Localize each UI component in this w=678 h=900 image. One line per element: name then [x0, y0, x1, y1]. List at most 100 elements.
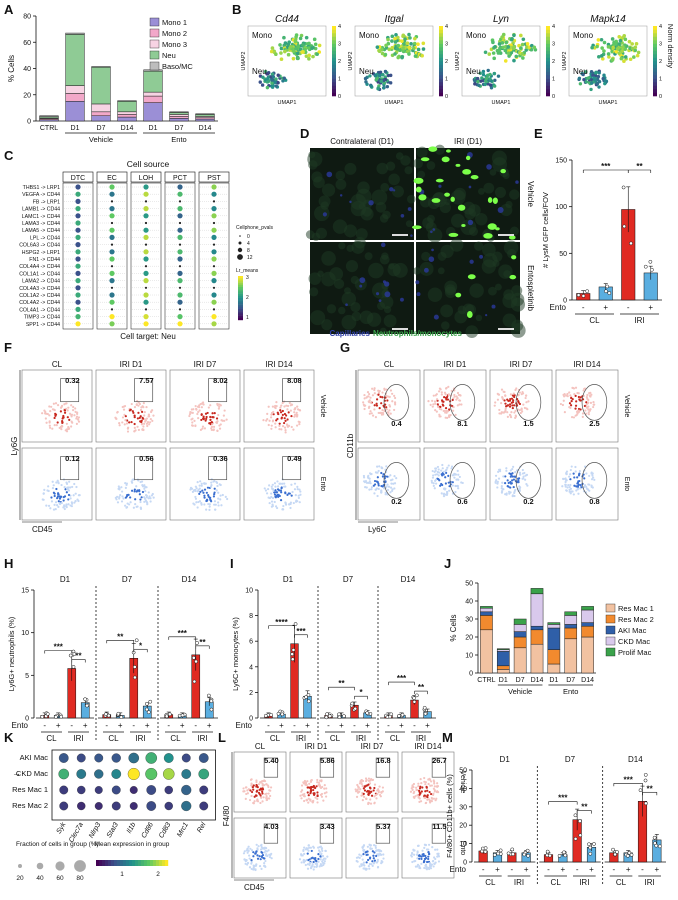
panel-l-flow-event	[268, 789, 271, 792]
panel-l-flow-event	[247, 845, 250, 848]
panel-g-flow-event	[442, 495, 446, 498]
panel-f-flow-event	[121, 490, 124, 493]
umap-mono-label: Mono	[466, 31, 487, 40]
dotplot-dot	[143, 206, 149, 212]
panel-g-flow-event	[373, 492, 376, 495]
micrograph-texture	[444, 286, 457, 298]
panel-l-flow-event	[259, 801, 262, 805]
panel-l-flow-event	[270, 857, 273, 860]
umap-point	[501, 45, 505, 50]
panel-m-chart-data-point	[611, 847, 615, 852]
micrograph-texture	[494, 186, 507, 198]
panel-l-flow-event	[308, 846, 311, 849]
panel-g-flow-event	[509, 486, 512, 489]
panel-i-chart-data-point	[280, 712, 285, 717]
panel-f-flow-event	[133, 406, 137, 409]
panel-g-flow-event	[501, 397, 504, 400]
panel-f-flow-event	[134, 498, 137, 501]
dotplot-dot	[143, 249, 149, 255]
panel-m-chart-ento-sign: +	[524, 865, 529, 874]
colorbar-step	[332, 33, 336, 37]
fraction-legend-label: 20	[16, 875, 24, 882]
scale-bar	[392, 328, 408, 330]
panel-l-flow-event	[361, 785, 364, 788]
panel-f-flow-event	[205, 491, 208, 494]
micrograph-column-label: IRI (D1)	[454, 137, 482, 146]
micrograph-texture	[355, 228, 368, 241]
panel-g-flow-event	[588, 409, 591, 412]
panel-g-flow-event	[592, 476, 595, 479]
panel-g-flow-event	[577, 395, 580, 399]
dotplot-dot	[162, 768, 175, 780]
panel-j-chart-ytick-label: 50	[465, 581, 473, 588]
panel-l-flow-event	[259, 858, 262, 861]
panel-f-flow-event	[115, 417, 118, 420]
umap-point	[506, 51, 511, 56]
panel-g-flow-event	[439, 405, 442, 408]
panel-g-flow-event	[375, 404, 379, 407]
panel-f-flow-event	[284, 419, 287, 422]
expression-legend-step	[165, 860, 169, 866]
panel-i-chart-day-label: D14	[401, 575, 416, 584]
panel-m-chart-ylabel: F4/80+ CD11b+ cells (%)	[445, 774, 454, 858]
panel-f-flow-event	[122, 405, 126, 408]
panel-a-chart-bar-segment	[91, 103, 111, 113]
dotplot-dot	[109, 227, 115, 233]
panel-g-flow-event	[502, 390, 505, 393]
umap-point	[521, 56, 525, 60]
panel-f-flow-event	[132, 411, 135, 414]
panel-g-flow-event	[378, 411, 382, 415]
neutrophil-signal	[413, 177, 424, 184]
colorbar-step	[439, 50, 443, 55]
dotplot-dot	[177, 227, 183, 233]
panel-l-flow-event	[263, 862, 266, 865]
panel-l-flow-event	[432, 792, 435, 795]
neutrophil-signal	[511, 255, 517, 260]
micrograph-texture	[391, 185, 404, 198]
panel-e-group-label: IRI	[634, 316, 644, 325]
panel-g-flow-event	[513, 494, 516, 498]
panel-f-flow-event	[121, 421, 124, 424]
panel-m-chart-data-point	[525, 848, 530, 853]
color-legend-step	[238, 287, 243, 290]
colorbar-step	[653, 75, 657, 79]
umap-point	[581, 72, 585, 77]
dotplot-dot	[75, 270, 81, 276]
panel-l-flow-event	[250, 849, 254, 852]
dotplot-dot	[177, 314, 183, 320]
umap-point	[512, 58, 516, 63]
colorbar-step	[546, 82, 550, 86]
panel-f-flow-event	[207, 406, 210, 409]
panel-g-flow-event	[377, 469, 380, 473]
umap-point	[630, 42, 634, 46]
lr-pair-label: COL4A3 -> CD44	[19, 286, 60, 292]
panel-f-flow-event	[281, 424, 285, 428]
panel-i-chart-data-point	[325, 712, 329, 716]
micrograph-texture	[440, 244, 454, 259]
umap-point	[294, 33, 299, 37]
panel-i-chart-data-point	[291, 648, 296, 652]
panel-l-flow-event	[417, 784, 420, 788]
panel-l-flow-event	[358, 865, 361, 868]
colorbar-step	[439, 26, 443, 30]
panel-g-flow-event	[394, 396, 397, 400]
panel-g-flow-event	[577, 492, 580, 495]
umap-point	[400, 39, 404, 43]
panel-l-flow-event	[355, 795, 359, 798]
panel-g-flow-event	[590, 393, 593, 396]
colorbar-step	[439, 40, 443, 44]
panel-f-flow-event	[61, 420, 64, 423]
panel-l-flow-event	[372, 862, 375, 865]
micrograph-texture	[422, 217, 434, 229]
panel-l-flow-event	[422, 853, 425, 857]
micrograph-texture	[305, 230, 315, 239]
micrograph-texture	[351, 241, 365, 254]
panel-l-flow-event	[369, 844, 373, 847]
panel-l-flow-event	[419, 867, 422, 870]
panel-m-chart-data-point	[638, 788, 643, 793]
panel-f-flow-event	[299, 490, 302, 493]
panel-f-flow-gate	[208, 378, 228, 403]
panel-l-flow-event	[426, 798, 429, 801]
panel-f-flow-event	[145, 496, 148, 499]
panel-h-chart-data-point	[180, 713, 185, 718]
